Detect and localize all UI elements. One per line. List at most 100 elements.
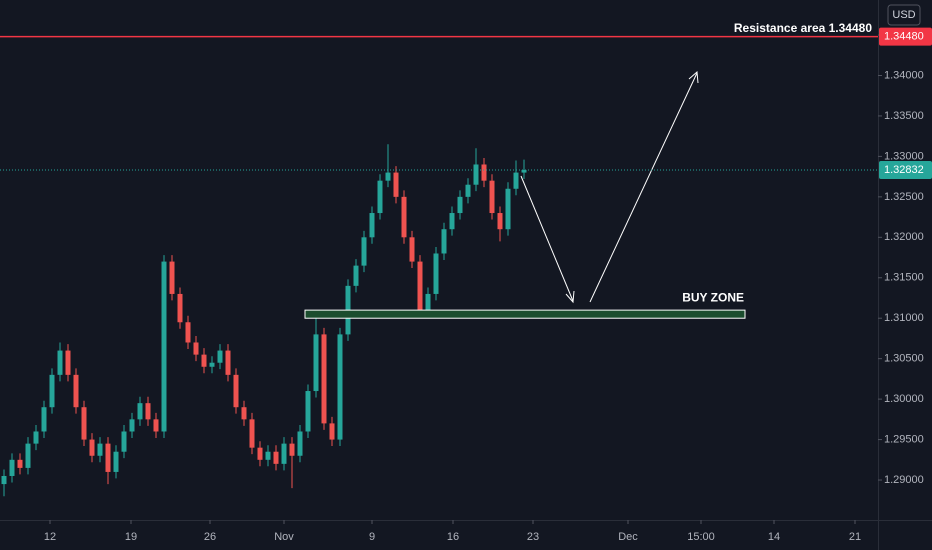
candle-body	[137, 403, 143, 420]
candle-body	[65, 350, 71, 375]
candle-body	[489, 180, 495, 214]
candle-body	[49, 374, 55, 408]
candle-body	[97, 443, 103, 456]
candle-body	[145, 403, 151, 420]
arrow-head	[688, 70, 699, 84]
candle-body	[81, 407, 87, 440]
candle-body	[385, 172, 391, 181]
projection-arrows	[520, 70, 699, 304]
candle-body	[57, 350, 63, 375]
y-tick-label: 1.32000	[884, 231, 924, 243]
candle-body	[73, 374, 79, 408]
y-tick-label: 1.29500	[884, 433, 924, 445]
y-tick-label: 1.30000	[884, 393, 924, 405]
resistance-tag	[879, 27, 932, 46]
buy-zone-label: BUY ZONE	[682, 290, 744, 304]
candle-body	[17, 459, 23, 468]
candle-body	[257, 447, 263, 460]
candle-body	[217, 350, 223, 363]
x-tick-label: Nov	[274, 531, 294, 543]
x-tick-label: 19	[125, 531, 137, 543]
arrow-head	[565, 290, 575, 304]
candle-body	[25, 443, 31, 468]
candle-body	[265, 451, 271, 460]
candle-body	[353, 265, 359, 286]
candle-body	[409, 237, 415, 262]
candle-body	[393, 172, 399, 197]
candle-body	[33, 431, 39, 444]
candle-body	[449, 213, 455, 230]
candle-body	[433, 253, 439, 294]
y-tick-label: 1.34000	[884, 69, 924, 81]
y-tick-label: 1.32500	[884, 191, 924, 203]
candle-body	[289, 443, 295, 456]
candle-body	[161, 261, 167, 432]
candle-body	[513, 172, 519, 189]
candle-body	[209, 362, 215, 367]
candle-body	[505, 188, 511, 230]
y-tick-label: 1.31500	[884, 272, 924, 284]
candle-body	[241, 407, 247, 420]
candle-body	[129, 419, 135, 432]
x-tick-label: 21	[849, 531, 861, 543]
candle-body	[169, 261, 175, 294]
candle-body	[441, 229, 447, 254]
candle-body	[121, 431, 127, 452]
candle-body	[305, 391, 311, 432]
candle-body	[457, 196, 463, 214]
candle-body	[361, 237, 367, 266]
candle-body	[225, 350, 231, 375]
candle-body	[313, 334, 319, 392]
candle-body	[249, 419, 255, 448]
x-tick-label: 23	[527, 531, 539, 543]
x-tick-label: 14	[768, 531, 780, 543]
y-tick-label: 1.29000	[884, 474, 924, 486]
x-tick-label: 12	[44, 531, 56, 543]
candle-body	[201, 354, 207, 367]
x-tick-label: 15:00	[687, 531, 715, 543]
x-tick-label: Dec	[618, 531, 638, 543]
candle-body	[1, 475, 7, 485]
candle-body	[321, 334, 327, 424]
candle-body	[377, 180, 383, 214]
candle-body	[177, 293, 183, 323]
y-tick-label: 1.31000	[884, 312, 924, 324]
last-price-tag	[879, 160, 932, 179]
arrow-up	[589, 72, 698, 303]
candle-body	[401, 196, 407, 238]
x-tick-label: 9	[369, 531, 375, 543]
candle-body	[481, 164, 487, 181]
candle-body	[233, 374, 239, 408]
candle-body	[273, 451, 279, 464]
candle-body	[41, 407, 47, 432]
candle-body	[89, 439, 95, 456]
candle-body	[337, 334, 343, 440]
arrow-down	[520, 175, 574, 302]
candle-body	[185, 322, 191, 343]
last-price-label: 1.32832	[884, 164, 924, 176]
candle-body	[521, 169, 527, 173]
candle-body	[153, 419, 159, 432]
candle-body	[417, 261, 423, 311]
candle-body	[369, 213, 375, 238]
resistance-annotation: Resistance area 1.34480	[734, 21, 872, 35]
candle-body	[105, 443, 111, 472]
candle-body	[497, 213, 503, 230]
y-tick-label: 1.33500	[884, 110, 924, 122]
currency-label: USD	[892, 9, 915, 21]
candle-body	[281, 443, 287, 464]
candle-body	[9, 459, 15, 476]
resistance-tag-label: 1.34480	[884, 31, 924, 43]
candle-body	[473, 164, 479, 185]
candle-body	[329, 423, 335, 440]
candle-body	[425, 293, 431, 311]
overlay: BUY ZONE 1.32832 Resistance area 1.34480 1.…	[0, 4, 932, 319]
candle-body	[465, 184, 471, 197]
y-tick-label: 1.33000	[884, 150, 924, 162]
candle-body	[113, 451, 119, 472]
x-tick-label: 16	[447, 531, 459, 543]
candle-body	[297, 431, 303, 456]
currency-box	[887, 4, 921, 26]
